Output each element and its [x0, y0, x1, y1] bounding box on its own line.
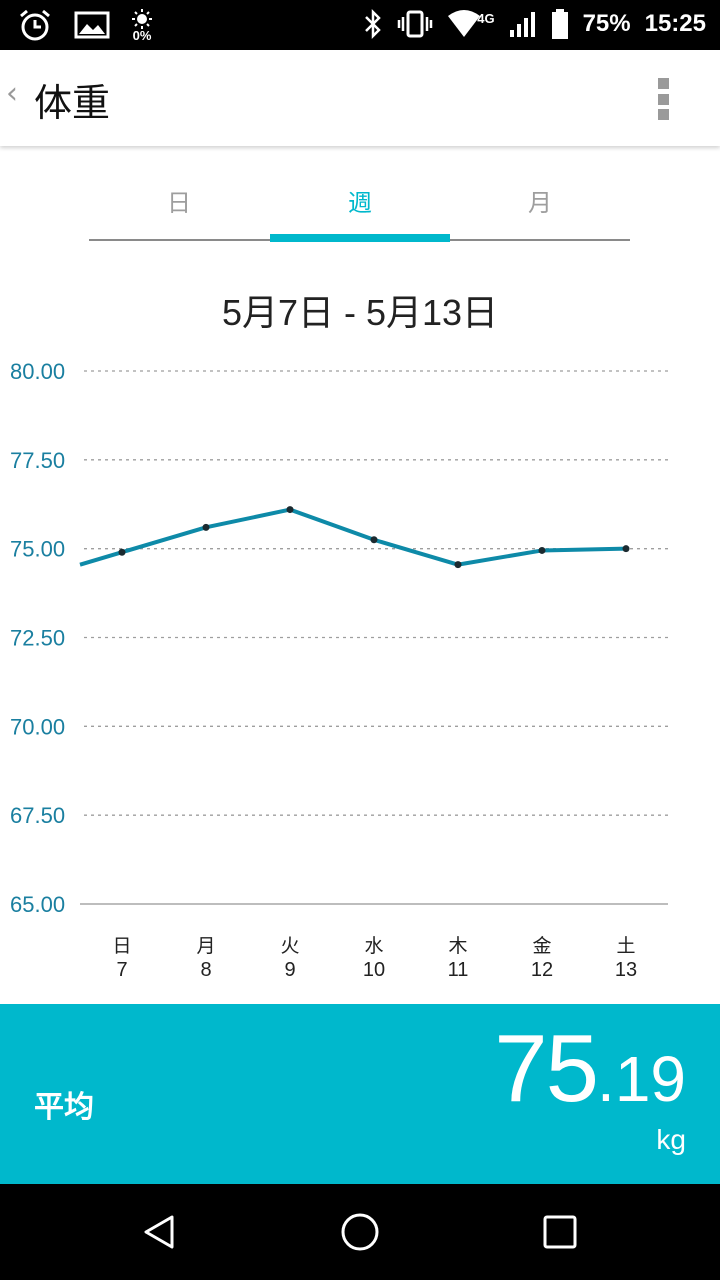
signal-icon [509, 12, 535, 37]
data-point [538, 546, 546, 554]
average-label: 平均 [34, 1090, 94, 1125]
average-unit: kg [656, 1124, 686, 1155]
y-tick-label: 75.00 [10, 537, 65, 562]
home-circle-icon[interactable] [340, 1212, 380, 1252]
battery-percent: 75% [582, 10, 631, 37]
status-left: 0% [18, 8, 152, 42]
data-point [118, 548, 126, 556]
x-day-label: 木 [448, 935, 467, 957]
weight-series-line [79, 507, 627, 567]
menu-dot [658, 109, 669, 120]
date-range: 5月7日 - 5月13日 [221, 292, 499, 333]
y-tick-label: 70.00 [10, 714, 65, 739]
x-day-label: 水 [364, 935, 383, 957]
menu-dot [658, 93, 669, 105]
bluetooth-icon [365, 8, 381, 40]
x-date-label: 7 [116, 959, 127, 981]
y-tick-label: 77.50 [10, 448, 65, 473]
x-date-label: 8 [200, 959, 211, 981]
data-point [454, 561, 462, 569]
recents-square-icon[interactable] [540, 1212, 580, 1252]
battery-icon [551, 9, 568, 39]
x-day-label: 土 [616, 935, 635, 957]
data-point [370, 536, 378, 544]
period-tabs: 日 週 月 [89, 174, 630, 242]
x-date-label: 11 [448, 959, 469, 981]
x-day-label: 日 [112, 935, 131, 957]
wifi-icon [448, 10, 481, 37]
x-day-label: 月 [196, 935, 215, 957]
y-tick-label: 67.50 [10, 803, 65, 828]
average-value: 75.19 [494, 1014, 686, 1124]
page-title: 体重 [34, 81, 111, 125]
y-tick-label: 72.50 [10, 626, 65, 651]
status-right: 4G 75% 15:25 [363, 8, 706, 40]
app-bar: ‹ 体重 [0, 50, 720, 146]
network-type: 4G [477, 10, 495, 26]
brightness-icon [132, 8, 152, 29]
navigation-bar [0, 1184, 720, 1280]
tab-week[interactable]: 週 [348, 189, 372, 217]
x-date-label: 9 [284, 959, 295, 981]
status-bar: 0% 4G 75% 15:25 [0, 0, 720, 50]
image-icon [74, 11, 110, 39]
menu-dot [658, 78, 669, 89]
back-chevron-icon[interactable]: ‹ [6, 76, 18, 111]
back-triangle-icon[interactable] [140, 1212, 180, 1252]
y-tick-label: 80.00 [10, 359, 65, 384]
brightness-percent: 0% [132, 27, 152, 43]
vibrate-icon [397, 10, 433, 38]
x-date-label: 13 [615, 959, 637, 981]
alarm-clock-icon [20, 9, 50, 41]
x-date-label: 12 [531, 959, 553, 981]
y-tick-label: 65.00 [10, 892, 65, 917]
more-vert-icon[interactable] [658, 78, 670, 120]
weight-line-chart: 80.00 77.50 75.00 72.50 70.00 67.50 65.00 日7 月8 火… [10, 359, 668, 981]
data-point [202, 523, 210, 531]
average-panel: 平均 75.19 kg [0, 1004, 720, 1184]
x-day-label: 金 [532, 935, 551, 957]
data-point [286, 506, 294, 514]
clock-time: 15:25 [644, 10, 706, 37]
x-date-label: 10 [363, 959, 385, 981]
x-day-label: 火 [280, 935, 299, 957]
tab-day[interactable]: 日 [167, 189, 191, 217]
tab-indicator [270, 234, 450, 242]
average-integer: 75 [494, 1015, 599, 1122]
data-point [622, 545, 630, 553]
tab-month[interactable]: 月 [528, 189, 552, 217]
brightness-indicator: 0% [132, 8, 152, 43]
average-decimal: .19 [597, 1043, 686, 1115]
